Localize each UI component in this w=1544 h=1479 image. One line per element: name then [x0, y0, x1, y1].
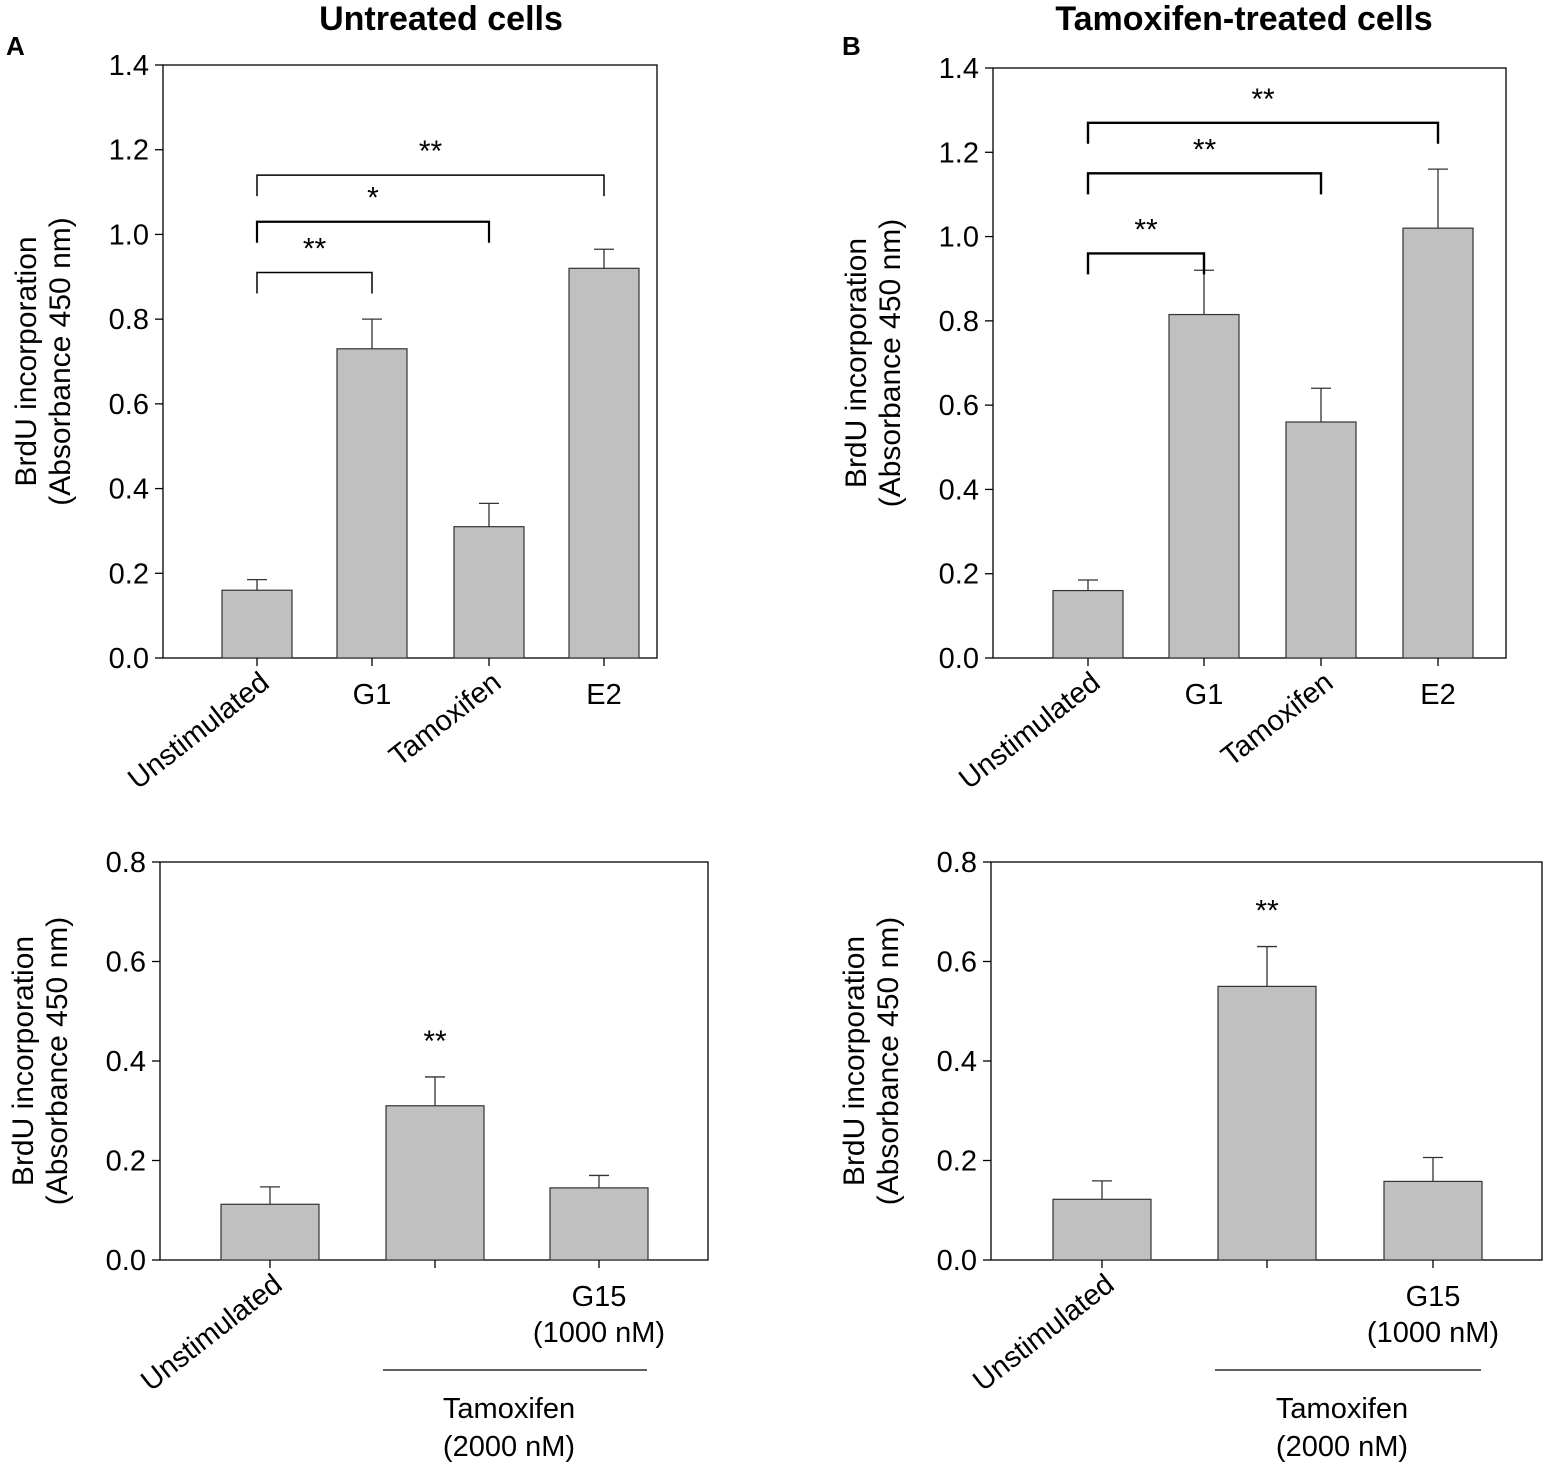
bar	[220, 1203, 320, 1261]
y-tick-label: 0.6	[106, 947, 146, 979]
chart-a-top: 0.0 0.2 0.4 0.6 0.8 1.0 1.2 1.4 BrdU incorporati…	[10, 50, 658, 796]
y-axis-sublabel: (Absorbance 450 nm)	[44, 217, 77, 506]
chart-b-bottom: 0.0 0.2 0.4 0.6 0.8 BrdU incorporation (Absorb…	[838, 847, 1543, 1463]
y-tick-label: 0.2	[939, 559, 979, 591]
bar	[1052, 1198, 1152, 1261]
significance-bracket	[1086, 172, 1323, 195]
x-category-label: G1	[1185, 679, 1224, 711]
significance-label: **	[1251, 83, 1275, 116]
y-tick-label: 0.6	[937, 947, 977, 979]
x-category-label: G15	[1406, 1281, 1461, 1313]
bar	[549, 1187, 649, 1261]
significance-label: **	[1255, 895, 1279, 928]
x-category-label: Unstimulated	[953, 666, 1106, 795]
y-axis-label: BrdU incorporation	[10, 236, 43, 486]
y-axis-sublabel: (Absorbance 450 nm)	[41, 917, 74, 1206]
bar	[1168, 313, 1240, 659]
y-tick-label: 0.2	[937, 1146, 977, 1178]
y-tick-label: 0.4	[106, 1046, 146, 1078]
group-sublabel: (2000 nM)	[443, 1431, 575, 1463]
x-category-label: E2	[1420, 679, 1455, 711]
group-label: Tamoxifen	[443, 1393, 575, 1425]
x-category-label: Tamoxifen	[1215, 666, 1339, 773]
group-label: Tamoxifen	[1276, 1393, 1408, 1425]
y-tick-label: 0.0	[939, 643, 979, 675]
significance-bracket	[256, 271, 373, 294]
significance-label: *	[367, 182, 379, 215]
y-tick-label: 0.2	[106, 1146, 146, 1178]
bar	[1052, 589, 1124, 659]
significance-bracket	[255, 220, 491, 243]
y-axis-label: BrdU incorporation	[838, 936, 871, 1186]
significance-bracket	[1086, 252, 1206, 275]
y-tick-label: 1.4	[939, 53, 979, 85]
y-tick-label: 0.6	[109, 389, 149, 421]
y-tick-label: 0.4	[939, 474, 979, 506]
y-tick-label: 0.2	[109, 558, 149, 590]
y-tick-label: 1.4	[109, 50, 149, 82]
x-category-label: (1000 nM)	[533, 1317, 665, 1349]
significance-label: **	[303, 233, 327, 266]
group-sublabel: (2000 nM)	[1276, 1431, 1408, 1463]
significance-bracket	[256, 174, 605, 197]
y-tick-label: 1.0	[109, 219, 149, 251]
significance-bracket	[1086, 121, 1440, 144]
chart-b-top: 0.0 0.2 0.4 0.6 0.8 1.0 1.2 1.4 BrdU incorporati…	[840, 53, 1507, 796]
y-tick-label: 0.0	[109, 643, 149, 675]
plot-frame	[992, 67, 1507, 659]
significance-label: **	[423, 1025, 447, 1058]
y-tick-label: 0.0	[937, 1245, 977, 1277]
y-tick-label: 0.8	[939, 306, 979, 338]
bar	[1217, 985, 1317, 1261]
plot-frame	[162, 64, 658, 659]
y-axis-sublabel: (Absorbance 450 nm)	[874, 219, 907, 508]
chart-a-bottom: 0.0 0.2 0.4 0.6 0.8 BrdU incorporation (Absorb…	[7, 847, 709, 1463]
y-tick-label: 0.0	[106, 1245, 146, 1277]
y-tick-label: 0.8	[109, 304, 149, 336]
y-tick-label: 0.4	[937, 1046, 977, 1078]
significance-label: **	[1134, 213, 1158, 246]
bar	[385, 1105, 485, 1261]
x-category-label: Unstimulated	[135, 1268, 288, 1397]
bar	[1383, 1180, 1483, 1261]
significance-label: **	[419, 135, 443, 168]
x-category-label: G1	[353, 679, 392, 711]
x-category-label: Tamoxifen	[383, 666, 507, 773]
panel-title-b: Tamoxifen-treated cells	[1055, 0, 1432, 38]
bar	[336, 348, 408, 659]
x-category-label: G15	[572, 1281, 627, 1313]
y-tick-label: 0.8	[937, 847, 977, 879]
significance-label: **	[1193, 133, 1217, 166]
y-tick-label: 0.8	[106, 847, 146, 879]
x-category-label: E2	[586, 679, 621, 711]
panel-letter-a: A	[6, 31, 25, 61]
panel-letter-b: B	[842, 31, 861, 61]
bar	[1402, 227, 1474, 659]
x-category-label: Unstimulated	[967, 1268, 1120, 1397]
y-axis-sublabel: (Absorbance 450 nm)	[872, 917, 905, 1206]
y-axis-label: BrdU incorporation	[840, 238, 873, 488]
bar	[568, 267, 640, 659]
panel-title-a: Untreated cells	[319, 0, 563, 38]
y-tick-label: 0.6	[939, 390, 979, 422]
bar	[1285, 421, 1357, 659]
x-category-label: Unstimulated	[122, 666, 275, 795]
y-tick-label: 1.2	[109, 135, 149, 167]
y-axis-label: BrdU incorporation	[7, 936, 40, 1186]
bar	[221, 589, 293, 659]
x-category-label: (1000 nM)	[1367, 1317, 1499, 1349]
y-tick-label: 1.2	[939, 137, 979, 169]
y-tick-label: 0.4	[109, 474, 149, 506]
bar	[453, 526, 525, 659]
y-tick-label: 1.0	[939, 222, 979, 254]
